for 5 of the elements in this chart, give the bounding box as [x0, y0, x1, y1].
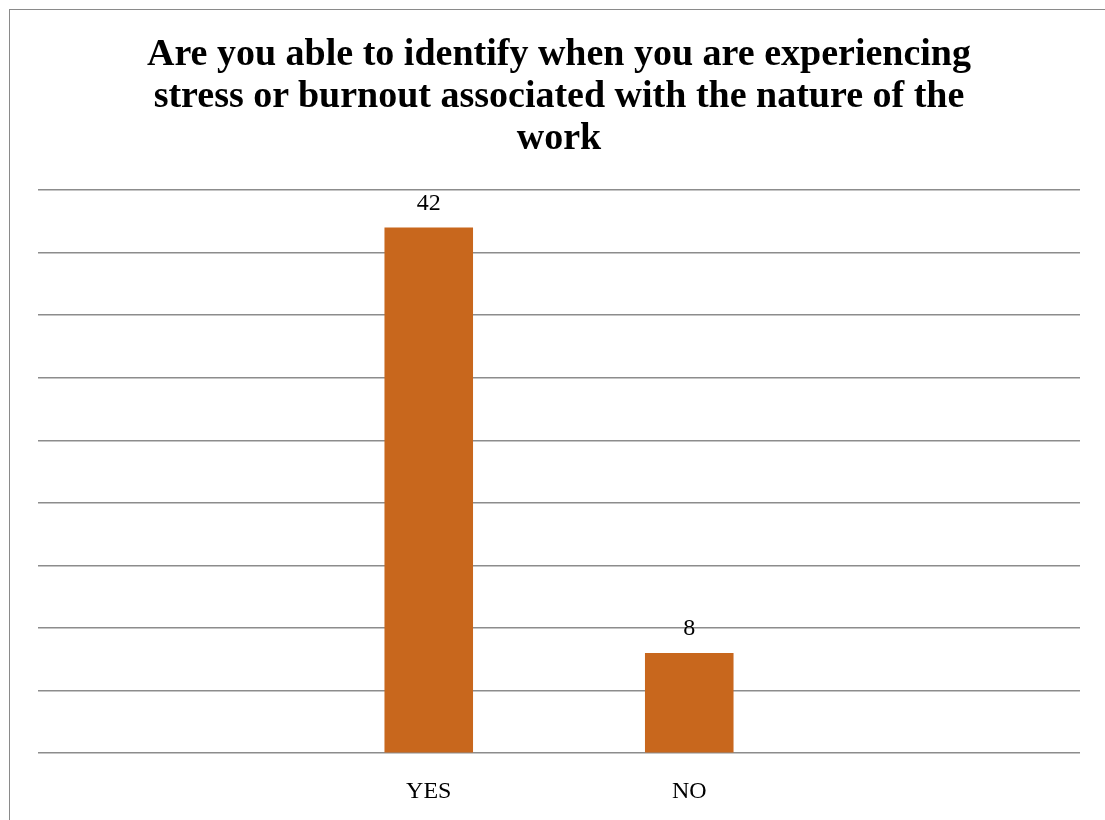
- data-label: 42: [416, 188, 441, 215]
- data-label: 8: [683, 614, 696, 641]
- chart-title: Are you able to identify when you are experiencing stress or burnout associated with the nature of the work: [146, 31, 972, 157]
- x-tick-label: NO: [671, 776, 707, 803]
- x-tick-label: YES: [406, 776, 452, 803]
